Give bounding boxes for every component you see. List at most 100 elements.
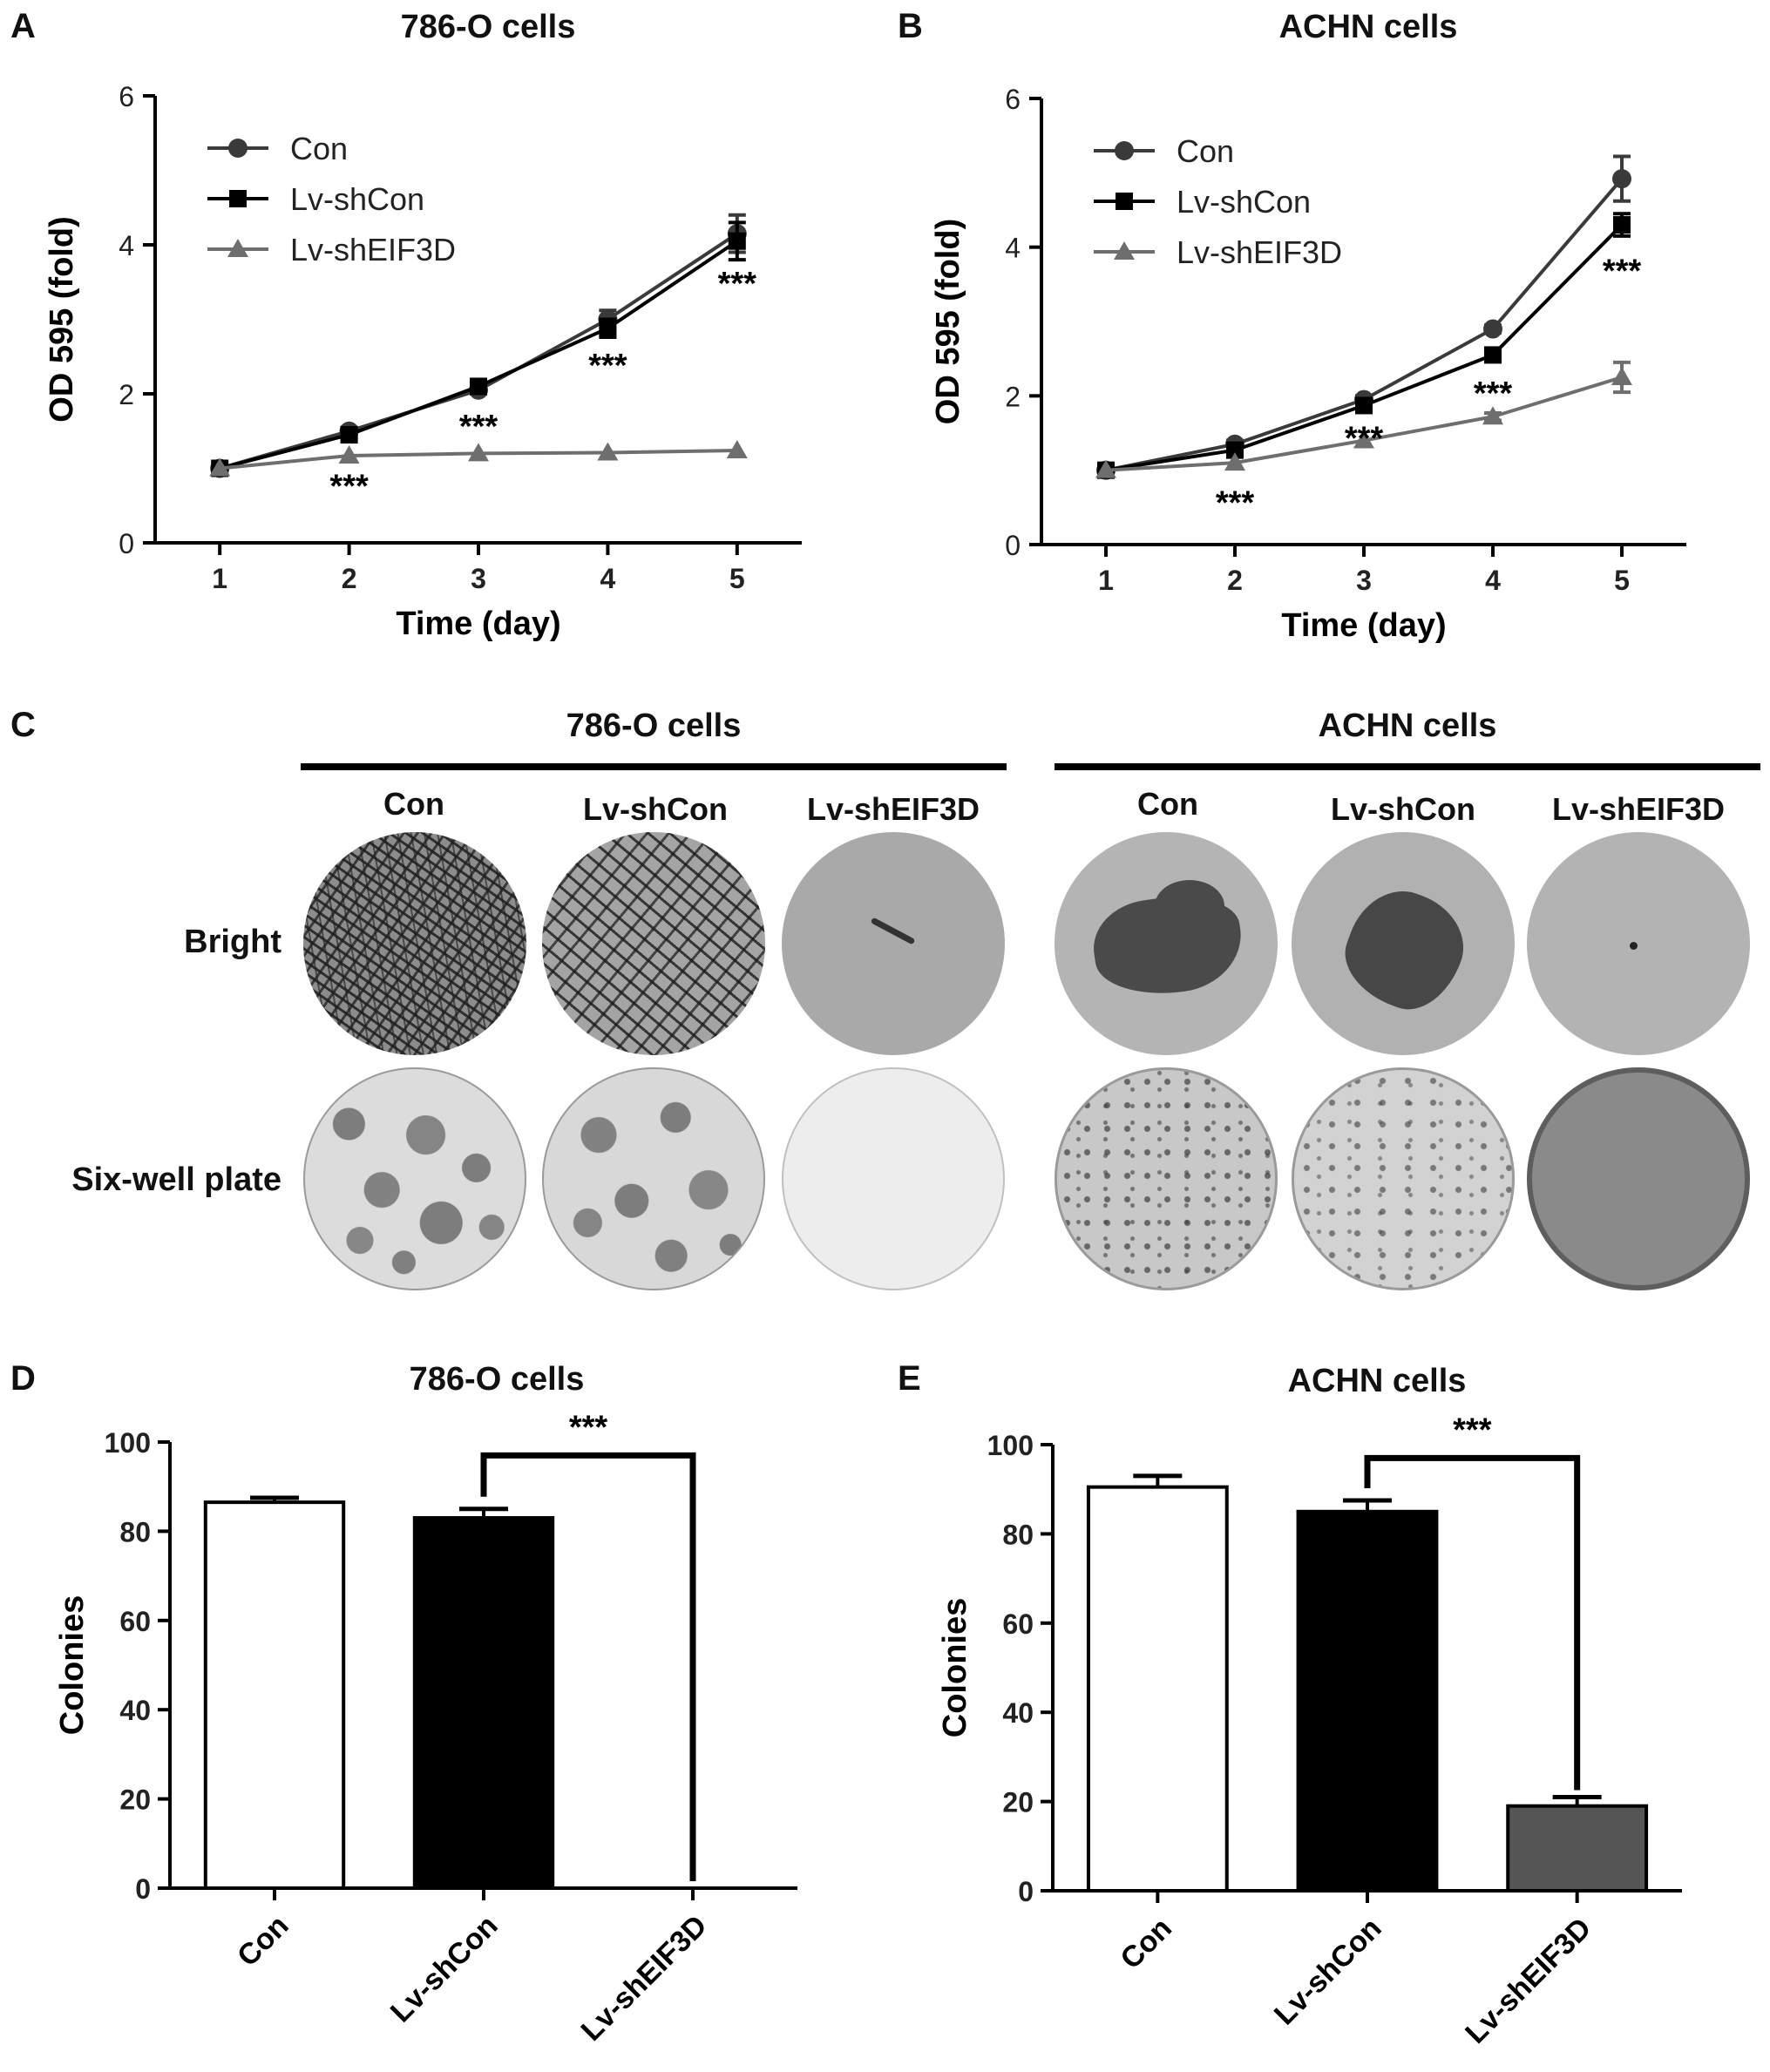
- data-point-con: [1612, 169, 1631, 189]
- panel-b-title: ACHN cells: [1278, 9, 1458, 45]
- legend-label: Lv-shEIF3D: [1177, 234, 1342, 270]
- dish-plate-achn-lvshcon: [1292, 1067, 1515, 1290]
- col-label-achn-con: Con: [1137, 786, 1198, 822]
- dish-plate-786o-lvsheif3d: [782, 1067, 1005, 1290]
- row-label-bright: Bright: [184, 924, 281, 960]
- panel-letter-b: B: [898, 7, 923, 45]
- data-point-lv-sheif3d: [1482, 406, 1503, 425]
- y-tick-label: 100: [105, 1427, 151, 1459]
- data-point-lv-shcon: [470, 377, 487, 396]
- data-point-lv-sheif3d: [1224, 452, 1245, 471]
- data-point-lv-shcon: [340, 426, 358, 444]
- y-tick-label: 20: [119, 1784, 151, 1816]
- data-point-lv-shcon: [1613, 216, 1631, 234]
- data-point-lv-shcon: [599, 319, 617, 337]
- significance-marker: ***: [1453, 1412, 1492, 1448]
- bar-con: [1086, 1485, 1229, 1893]
- col-label-786o-lvshcon: Lv-shCon: [583, 791, 728, 827]
- x-tick-label: 3: [1356, 565, 1372, 596]
- bar-con: [203, 1500, 346, 1890]
- bar-lv-sheif3d: [1506, 1804, 1649, 1893]
- panel-c-group-786o: 786-O cells: [566, 708, 742, 744]
- single-cell-mark: [870, 917, 916, 945]
- x-tick-label: 2: [342, 563, 357, 594]
- significance-marker: ***: [1603, 253, 1642, 289]
- legend-label: Lv-shCon: [1177, 184, 1311, 220]
- y-axis-title: OD 595 (fold): [44, 216, 80, 422]
- y-tick-label: 0: [1018, 1876, 1034, 1907]
- y-tick-label: 0: [119, 528, 134, 559]
- data-point-lv-sheif3d: [1611, 367, 1632, 385]
- panel-a-title: 786-O cells: [400, 9, 576, 45]
- x-tick-label: Con: [1114, 1912, 1178, 1976]
- col-label-786o-lvsheif3d: Lv-shEIF3D: [806, 791, 980, 827]
- significance-marker: ***: [1345, 420, 1384, 457]
- legend-label: Lv-shCon: [290, 181, 424, 217]
- panel-letter-c: C: [10, 706, 36, 744]
- line-chart-786o-proliferation: 0 2 4 6 1 2 3 4 5 Time (day) OD 595 (fold) *** *** **…: [44, 81, 802, 642]
- y-tick-label: 4: [119, 230, 134, 261]
- panel-c-group-achn: ACHN cells: [1318, 708, 1497, 744]
- y-tick-label: 20: [1002, 1787, 1034, 1818]
- bar-lv-shcon: [412, 1516, 555, 1891]
- y-tick-label: 60: [1002, 1608, 1034, 1640]
- dish-bright-achn-lvsheif3d: [1527, 832, 1750, 1055]
- col-label-achn-lvshcon: Lv-shCon: [1331, 791, 1475, 827]
- x-tick-label: Lv-shEIF3D: [1459, 1912, 1597, 2050]
- data-point-lv-sheif3d: [209, 457, 231, 477]
- legend-marker: [228, 139, 248, 158]
- data-point-lv-shcon: [728, 232, 746, 250]
- significance-marker: ***: [459, 409, 498, 445]
- significance-marker: ***: [588, 348, 627, 384]
- x-tick-label: 5: [729, 563, 745, 594]
- panel-letter-e: E: [898, 1359, 921, 1398]
- dish-bright-achn-lvshcon: [1292, 832, 1515, 1055]
- y-tick-label: 4: [1005, 233, 1021, 264]
- x-tick-label: 1: [212, 563, 227, 594]
- x-tick-label: 1: [1098, 565, 1114, 596]
- panel-c-group-rule-786o: [301, 763, 1007, 770]
- data-point-lv-shcon: [1355, 396, 1373, 415]
- y-tick-label: 6: [1005, 84, 1021, 115]
- dish-plate-achn-con: [1055, 1067, 1278, 1290]
- significance-bracket: [1364, 1454, 1581, 1791]
- colony-blob: [1155, 880, 1224, 932]
- x-tick-label: 3: [471, 563, 486, 594]
- line-chart-achn-proliferation: 0 2 4 6 1 2 3 4 5 Time (day) OD 595 (fold) *** *** **…: [930, 84, 1686, 644]
- dish-bright-786o-lvsheif3d: [782, 832, 1005, 1055]
- legend-marker: [1116, 193, 1133, 210]
- data-point-lv-sheif3d: [1353, 430, 1374, 449]
- dish-plate-786o-con: [303, 1067, 526, 1290]
- legend-marker: [227, 239, 248, 257]
- legend-marker: [1115, 141, 1134, 160]
- data-point-lv-shcon: [1484, 346, 1502, 364]
- row-label-six-well-plate: Six-well plate: [71, 1161, 281, 1198]
- dish-plate-786o-lvshcon: [542, 1067, 765, 1290]
- dish-plate-achn-lvsheif3d: [1527, 1067, 1750, 1290]
- x-axis-title: Time (day): [1281, 607, 1446, 644]
- y-tick-label: 100: [987, 1430, 1034, 1461]
- y-tick-label: 40: [1002, 1697, 1034, 1729]
- x-tick-label: Lv-shCon: [1268, 1912, 1388, 2032]
- data-point-lv-sheif3d: [1095, 459, 1116, 478]
- significance-marker: ***: [1474, 376, 1513, 412]
- y-tick-label: 2: [1005, 381, 1021, 412]
- significance-marker: ***: [569, 1409, 608, 1446]
- data-point-lv-sheif3d: [597, 442, 619, 461]
- legend-marker: [1114, 241, 1135, 260]
- y-tick-label: 80: [119, 1516, 151, 1547]
- data-point-con: [1483, 319, 1502, 339]
- legend-label: Lv-shEIF3D: [290, 232, 456, 267]
- single-cell-mark: [1630, 942, 1638, 950]
- panel-letter-a: A: [10, 7, 36, 45]
- panel-e-title: ACHN cells: [1287, 1363, 1467, 1399]
- significance-marker: ***: [329, 468, 369, 504]
- significance-marker: ***: [1216, 485, 1255, 522]
- legend-label: Con: [1177, 133, 1234, 169]
- y-axis-title: OD 595 (fold): [930, 219, 966, 424]
- col-label-achn-lvsheif3d: Lv-shEIF3D: [1551, 791, 1726, 827]
- y-axis-title: Colonies: [54, 1595, 91, 1735]
- y-axis-title: Colonies: [937, 1598, 973, 1737]
